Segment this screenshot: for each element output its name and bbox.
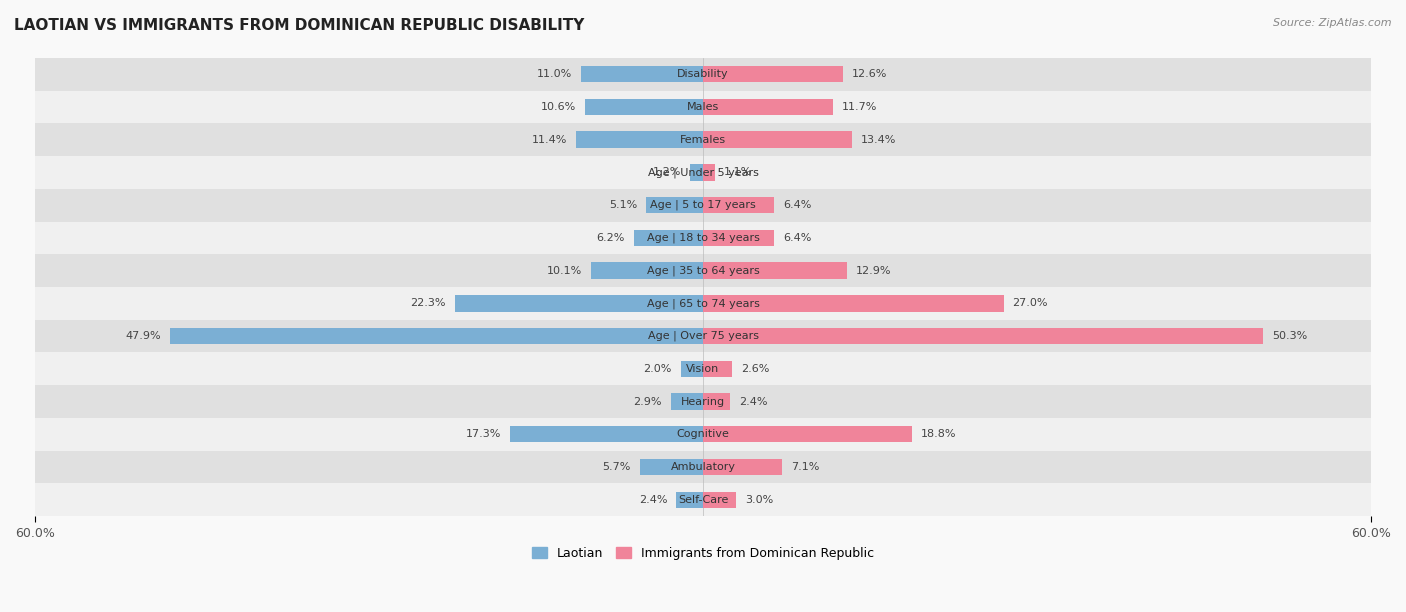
Bar [634, 230, 703, 246]
Text: 6.4%: 6.4% [783, 233, 811, 243]
Bar [585, 99, 703, 115]
Bar [170, 328, 703, 345]
Bar [0, 450, 1406, 483]
Bar [703, 197, 775, 214]
Bar [703, 459, 782, 475]
Bar [0, 222, 1406, 254]
Text: 6.2%: 6.2% [596, 233, 626, 243]
Text: Self-Care: Self-Care [678, 494, 728, 505]
Bar [0, 91, 1406, 123]
Text: Males: Males [688, 102, 718, 112]
Text: 10.6%: 10.6% [541, 102, 576, 112]
Bar [703, 164, 716, 181]
Bar [703, 491, 737, 508]
Text: 22.3%: 22.3% [411, 298, 446, 308]
Text: Source: ZipAtlas.com: Source: ZipAtlas.com [1274, 18, 1392, 28]
Text: Cognitive: Cognitive [676, 429, 730, 439]
Text: Disability: Disability [678, 69, 728, 79]
Text: 6.4%: 6.4% [783, 200, 811, 210]
Text: 12.9%: 12.9% [855, 266, 891, 275]
Text: 17.3%: 17.3% [467, 429, 502, 439]
Bar [689, 164, 703, 181]
Text: 2.4%: 2.4% [638, 494, 668, 505]
Bar [581, 66, 703, 83]
Bar [0, 58, 1406, 91]
Bar [703, 328, 1263, 345]
Text: Vision: Vision [686, 364, 720, 374]
Bar [703, 295, 1004, 312]
Text: 47.9%: 47.9% [125, 331, 160, 341]
Bar [0, 353, 1406, 385]
Text: 12.6%: 12.6% [852, 69, 887, 79]
Bar [703, 426, 912, 442]
Text: Age | Under 5 years: Age | Under 5 years [648, 167, 758, 177]
Bar [0, 287, 1406, 319]
Bar [0, 188, 1406, 222]
Text: 18.8%: 18.8% [921, 429, 956, 439]
Text: 10.1%: 10.1% [547, 266, 582, 275]
Bar [703, 99, 834, 115]
Text: 2.0%: 2.0% [644, 364, 672, 374]
Text: LAOTIAN VS IMMIGRANTS FROM DOMINICAN REPUBLIC DISABILITY: LAOTIAN VS IMMIGRANTS FROM DOMINICAN REP… [14, 18, 585, 34]
Bar [671, 394, 703, 409]
Bar [0, 123, 1406, 156]
Bar [681, 360, 703, 377]
Bar [0, 156, 1406, 188]
Bar [703, 230, 775, 246]
Text: 27.0%: 27.0% [1012, 298, 1047, 308]
Text: 2.6%: 2.6% [741, 364, 769, 374]
Bar [0, 418, 1406, 450]
Text: 11.4%: 11.4% [531, 135, 567, 144]
Legend: Laotian, Immigrants from Dominican Republic: Laotian, Immigrants from Dominican Repub… [527, 542, 879, 565]
Bar [703, 132, 852, 148]
Bar [647, 197, 703, 214]
Bar [703, 394, 730, 409]
Text: 1.2%: 1.2% [652, 168, 681, 177]
Text: 13.4%: 13.4% [860, 135, 897, 144]
Text: Age | 35 to 64 years: Age | 35 to 64 years [647, 266, 759, 276]
Bar [0, 385, 1406, 418]
Text: Age | 5 to 17 years: Age | 5 to 17 years [650, 200, 756, 211]
Text: 7.1%: 7.1% [792, 462, 820, 472]
Bar [0, 319, 1406, 353]
Bar [703, 263, 846, 279]
Text: 11.7%: 11.7% [842, 102, 877, 112]
Bar [0, 483, 1406, 516]
Bar [0, 254, 1406, 287]
Bar [591, 263, 703, 279]
Text: 11.0%: 11.0% [536, 69, 572, 79]
Text: Age | 18 to 34 years: Age | 18 to 34 years [647, 233, 759, 243]
Text: Females: Females [681, 135, 725, 144]
Text: 50.3%: 50.3% [1272, 331, 1308, 341]
Text: Age | Over 75 years: Age | Over 75 years [648, 331, 758, 341]
Text: 5.7%: 5.7% [602, 462, 631, 472]
Text: 5.1%: 5.1% [609, 200, 637, 210]
Text: Ambulatory: Ambulatory [671, 462, 735, 472]
Bar [703, 66, 844, 83]
Bar [640, 459, 703, 475]
Text: Hearing: Hearing [681, 397, 725, 406]
Text: 2.4%: 2.4% [738, 397, 768, 406]
Text: 1.1%: 1.1% [724, 168, 752, 177]
Text: 3.0%: 3.0% [745, 494, 773, 505]
Bar [510, 426, 703, 442]
Bar [454, 295, 703, 312]
Text: Age | 65 to 74 years: Age | 65 to 74 years [647, 298, 759, 308]
Text: 2.9%: 2.9% [633, 397, 662, 406]
Bar [576, 132, 703, 148]
Bar [703, 360, 733, 377]
Bar [676, 491, 703, 508]
